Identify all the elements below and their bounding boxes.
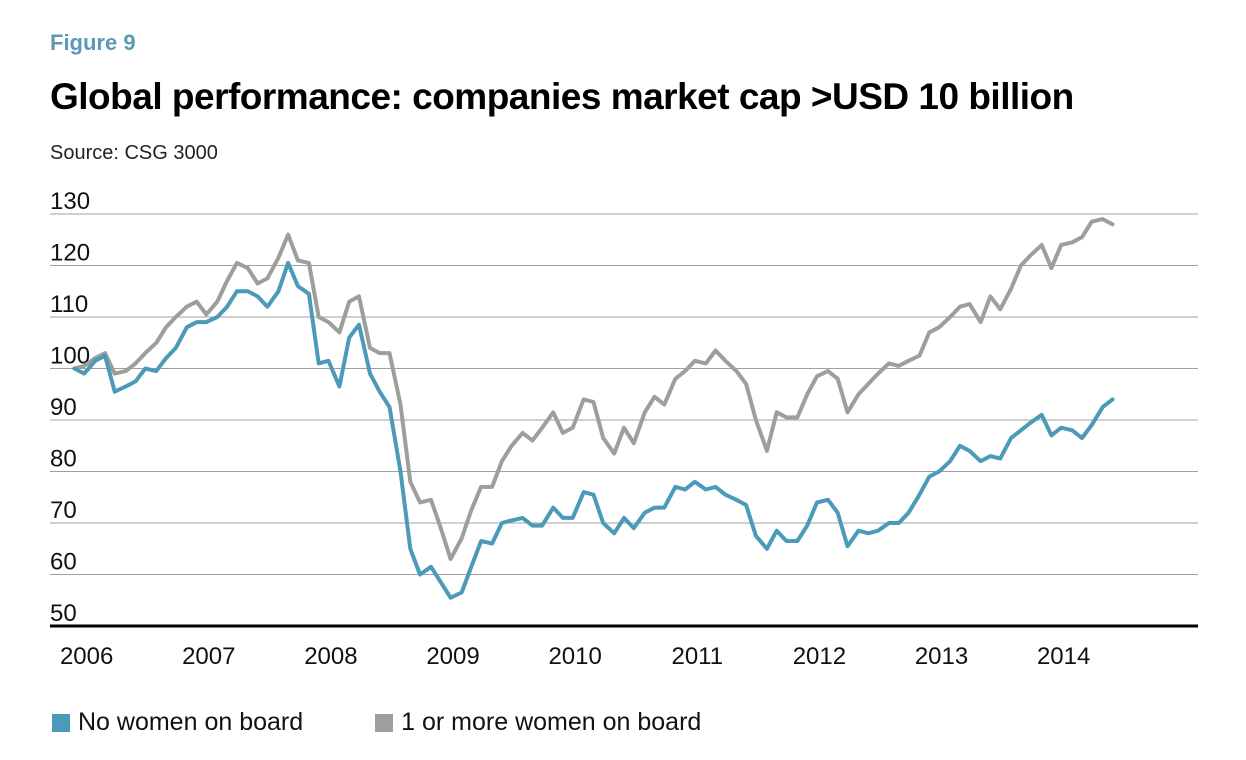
legend-swatch: [52, 713, 70, 732]
x-tick-labels: 2006 2007 2008 2009 2010 2011 2012 2013 2014: [60, 643, 1090, 670]
legend-label: No women on board: [78, 708, 304, 736]
chart-legend: No women on board 1 or more women on boa…: [52, 708, 701, 737]
y-tick-label: 90: [50, 394, 77, 421]
chart-series: [72, 217, 1115, 600]
y-tick-label: 50: [50, 600, 77, 627]
y-tick-label: 70: [50, 497, 77, 524]
figure-label: Figure 9: [50, 30, 136, 55]
y-tick-label: 110: [50, 291, 88, 318]
chart-source: Source: CSG 3000: [50, 142, 218, 164]
series-line-women: [72, 217, 1115, 561]
x-tick-label: 2013: [915, 643, 968, 670]
series-line-no-women: [72, 260, 1115, 600]
x-tick-label: 2014: [1037, 643, 1090, 670]
x-tick-label: 2010: [548, 643, 601, 670]
legend-swatch: [375, 713, 394, 732]
chart-title: Global performance: companies market cap…: [50, 76, 1074, 117]
legend-item-women: 1 or more women on board: [375, 708, 701, 737]
x-tick-label: 2008: [304, 643, 357, 670]
x-tick-label: 2012: [793, 643, 846, 670]
y-tick-label: 60: [50, 549, 77, 576]
x-tick-label: 2009: [426, 643, 479, 670]
y-tick-label: 80: [50, 446, 77, 473]
x-tick-label: 2011: [671, 643, 723, 670]
x-tick-label: 2007: [182, 643, 235, 670]
y-tick-label: 120: [50, 240, 90, 267]
x-tick-label: 2006: [60, 643, 113, 670]
legend-label: 1 or more women on board: [401, 708, 702, 736]
legend-item-no-women: No women on board: [52, 708, 303, 737]
y-tick-label: 130: [50, 188, 90, 215]
